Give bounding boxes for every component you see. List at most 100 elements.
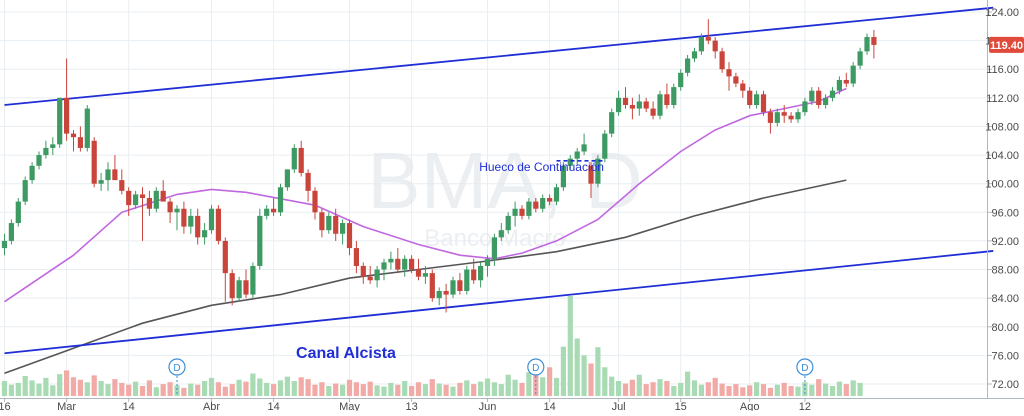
candle-body <box>367 276 373 281</box>
volume-bar <box>298 377 304 396</box>
candle-body <box>498 230 504 238</box>
candle-body <box>760 94 767 113</box>
candle-body <box>29 165 35 181</box>
candle-body <box>836 79 842 91</box>
candle-body <box>153 190 159 209</box>
volume-bar <box>284 376 290 396</box>
candle-body <box>436 291 442 299</box>
candle-body <box>547 198 553 202</box>
volume-bar <box>664 381 670 396</box>
last-price-tag-bg <box>989 36 1024 53</box>
volume-bar <box>850 380 856 396</box>
y-axis-ticks: 72.00 76.00 80.00 84.00 88.00 92.00 96.00 100.0… <box>985 7 1019 391</box>
volume-bar <box>264 382 270 396</box>
candle-body <box>526 201 532 216</box>
volume-bar <box>340 384 346 396</box>
candle-body <box>319 212 325 231</box>
volume-bar <box>188 383 194 396</box>
volume-bar <box>312 384 318 396</box>
x-axis-ticks: 16 Mar 14 Abr 14 May 13 Jun 14 Jul 15 Ago 12 <box>0 398 811 413</box>
volume-bar <box>622 383 629 396</box>
candle-body <box>360 265 366 277</box>
candle-body <box>202 230 208 238</box>
volume-bar <box>409 386 415 396</box>
dividend-marker-circle <box>527 358 545 376</box>
volume-bar <box>36 383 42 396</box>
volume-bar <box>29 380 35 396</box>
candle-body <box>802 101 808 113</box>
candle-body <box>471 269 477 281</box>
candle-body <box>188 215 194 227</box>
y-tick-label: 72.00 <box>991 379 1019 391</box>
lower-channel-line <box>4 250 994 355</box>
volume-bar <box>767 387 773 396</box>
y-tick-label: 100.00 <box>985 179 1019 191</box>
volume-bar <box>450 386 456 396</box>
volume-bar <box>602 367 608 396</box>
x-tick-label: Mar <box>57 401 76 411</box>
volume-bar <box>719 383 725 396</box>
candle-body <box>643 101 649 109</box>
volume-bar <box>167 382 173 396</box>
y-tick-label: 108.00 <box>985 121 1019 133</box>
candle-body <box>409 258 415 270</box>
volume-bar <box>77 379 83 396</box>
candle-body <box>616 97 622 113</box>
candle-body <box>871 37 877 45</box>
volume-bar <box>526 372 532 396</box>
candle-body <box>250 265 256 295</box>
x-tick-label: 12 <box>799 401 811 411</box>
volume-bar <box>505 374 511 396</box>
volume-bar <box>8 384 14 396</box>
volume-bar <box>360 384 366 396</box>
candle-body <box>284 169 290 188</box>
volume-bar <box>678 382 684 396</box>
volume-bar <box>712 377 718 396</box>
candle-body <box>195 215 201 238</box>
candle-body <box>560 165 566 188</box>
candle-body <box>595 158 601 184</box>
x-tick-label: Abr <box>203 401 220 411</box>
watermark: BMA, D Banco Macro <box>367 136 643 252</box>
candle-body <box>664 94 670 105</box>
x-tick-label: Jun <box>479 401 497 411</box>
volume-bar <box>478 381 484 396</box>
candle-body <box>774 112 780 123</box>
candle-body <box>43 147 49 156</box>
volume-bars <box>1 296 863 396</box>
upper-channel-line <box>4 6 994 106</box>
candle-body <box>305 172 311 191</box>
x-tick-label: 14 <box>123 401 135 411</box>
volume-bar <box>422 384 428 396</box>
volume-bar <box>429 379 435 396</box>
volume-bar <box>685 371 691 396</box>
candle-body <box>519 208 525 216</box>
candle-body <box>816 90 822 105</box>
volume-bar <box>809 384 815 396</box>
volume-bar <box>236 379 242 396</box>
volume-bar <box>257 378 263 396</box>
candle-body <box>740 83 746 91</box>
candle-body <box>609 112 615 134</box>
candle-body <box>415 269 422 277</box>
candle-body <box>712 40 718 52</box>
volume-bar <box>277 380 284 396</box>
volume-bar <box>443 384 449 396</box>
candle-body <box>588 165 594 184</box>
candle-body <box>429 273 435 299</box>
candle-body <box>208 208 215 231</box>
volume-bar <box>319 382 325 396</box>
candle-body <box>160 190 166 202</box>
volume-bar <box>457 382 463 396</box>
candle-body <box>8 223 14 241</box>
annotations: Hueco de Continuación Canal Alcista <box>296 160 605 362</box>
candle-body <box>443 291 449 295</box>
candle-body <box>181 208 187 227</box>
volume-bar <box>174 385 180 396</box>
volume-bar <box>857 382 863 396</box>
candle-body <box>829 90 836 98</box>
candle-body <box>298 147 304 173</box>
candle-body <box>636 101 642 109</box>
